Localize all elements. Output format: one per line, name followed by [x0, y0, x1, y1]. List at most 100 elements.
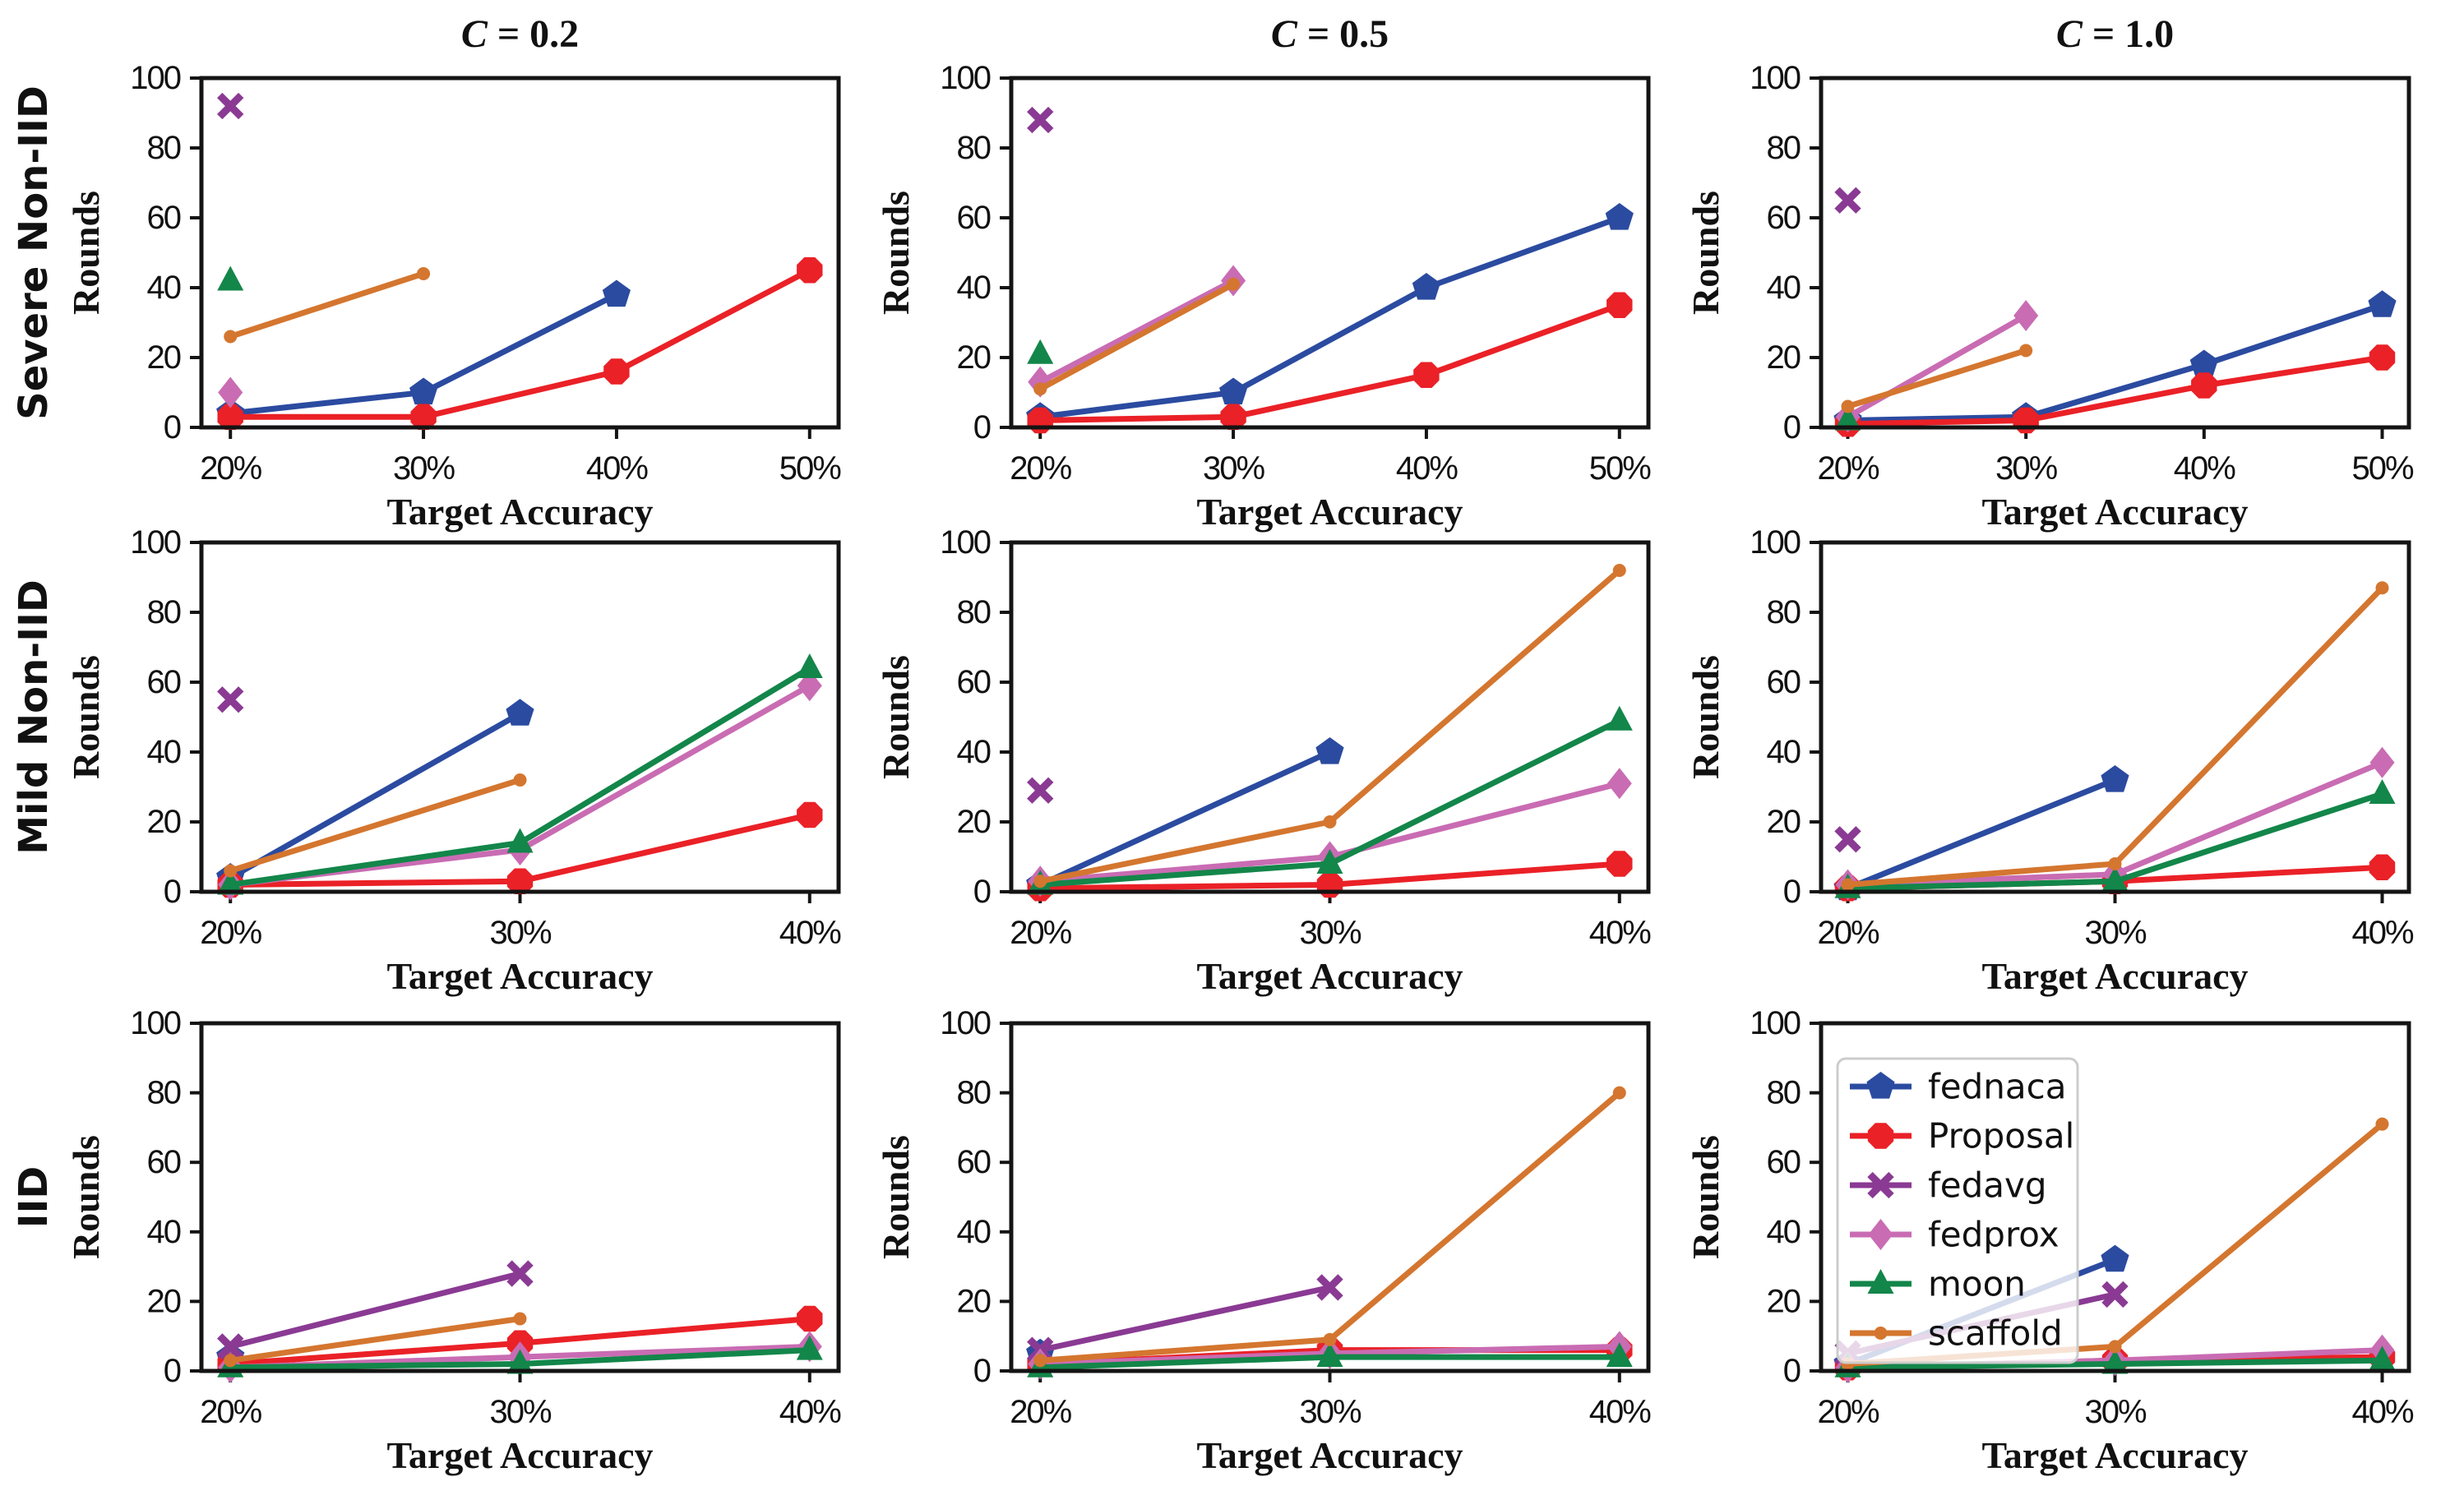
y-tick-label: 20 — [957, 339, 991, 376]
x-tick-label: 20% — [200, 450, 261, 487]
series-line-fednaca — [1037, 749, 1333, 888]
y-tick-label: 20 — [147, 339, 181, 376]
y-tick-label: 20 — [147, 804, 181, 840]
subplot-iid-c0.5: Rounds 0 20 40 60 80 100 20% 30% 40% Target Accura… — [875, 1005, 1653, 1476]
x-tick-label: 40% — [2351, 915, 2413, 951]
legend-marker-fedavg — [1867, 1171, 1894, 1199]
series-marker-moon — [1316, 849, 1343, 874]
series-marker-moon — [1606, 1342, 1633, 1368]
series-marker-moon — [796, 653, 823, 678]
series-line-fedavg — [1037, 1285, 1333, 1354]
legend-marker-moon — [1867, 1269, 1894, 1294]
y-tick-label: 40 — [957, 270, 991, 306]
y-tick-label: 20 — [1767, 339, 1801, 376]
subplot-iid-c0.2: IID Rounds 0 20 40 60 80 100 20% 30% 40% Target Acc… — [11, 1005, 843, 1476]
x-tick-label: 30% — [1203, 450, 1264, 487]
series-marker-scaffold — [1612, 564, 1626, 577]
series-marker-Proposal — [797, 257, 823, 284]
x-tick-label: 20% — [1010, 1394, 1071, 1430]
y-axis-label: Rounds — [1685, 1135, 1727, 1259]
y-tick-label: 100 — [940, 1005, 990, 1041]
subplot-mild-noniid-c0.5: Rounds 0 20 40 60 80 100 20% 30% 40% Target Accura… — [875, 524, 1653, 997]
series-marker-fednaca — [409, 377, 438, 405]
series-marker-Proposal — [2191, 372, 2217, 399]
x-tick-label: 30% — [1299, 915, 1361, 951]
series-marker-moon — [1027, 339, 1054, 364]
series-layer — [216, 653, 823, 901]
series-marker-scaffold — [224, 330, 238, 344]
series-marker-scaffold — [1033, 1354, 1047, 1368]
series-marker-scaffold — [513, 773, 527, 787]
series-line-fednaca — [227, 710, 523, 881]
series-marker-fednaca — [2101, 1244, 2129, 1272]
series-line-scaffold — [1037, 567, 1623, 884]
x-tick-label: 40% — [1589, 915, 1651, 951]
y-tick-label: 60 — [957, 1144, 991, 1180]
subplot-severe-noniid-c1.0: C = 1.0 Rounds 0 20 40 60 80 100 20% 30% 40% 50% Tar… — [1685, 12, 2415, 533]
series-line-fednaca — [1037, 215, 1623, 420]
y-tick-label: 40 — [147, 734, 181, 770]
axes-spines — [1819, 1021, 2411, 1373]
series-marker-fedprox — [2013, 300, 2039, 331]
series-marker-moon — [2369, 779, 2396, 804]
series-marker-Proposal — [1413, 362, 1440, 388]
series-marker-scaffold — [417, 267, 431, 280]
y-tick-label: 100 — [1750, 524, 1800, 561]
series-marker-Proposal — [603, 358, 630, 385]
axes-spines — [199, 1021, 841, 1373]
y-tick-label: 60 — [1767, 664, 1801, 700]
series-layer — [1833, 581, 2396, 902]
series-line-fednaca — [1845, 777, 2118, 892]
series-marker-fednaca — [1315, 737, 1344, 764]
y-tick-label: 60 — [147, 664, 181, 700]
subplot-mild-noniid-c1.0: Rounds 0 20 40 60 80 100 20% 30% 40% Target Accura… — [1685, 524, 2415, 997]
series-marker-Proposal — [2369, 854, 2396, 880]
y-tick-label: 60 — [957, 200, 991, 236]
series-marker-moon — [217, 265, 244, 291]
legend-marker-fedprox — [1868, 1219, 1893, 1250]
series-layer — [1026, 106, 1634, 434]
series-marker-fedavg — [217, 686, 244, 713]
axes-spines — [199, 76, 841, 430]
y-tick-label: 80 — [1767, 1075, 1801, 1111]
x-tick-label: 40% — [586, 450, 648, 487]
series-marker-moon — [1316, 1342, 1343, 1368]
y-tick-label: 0 — [164, 1353, 181, 1389]
y-tick-label: 20 — [147, 1283, 181, 1319]
series-line-fedavg — [227, 1271, 523, 1350]
y-axis-label: Rounds — [1685, 655, 1727, 779]
y-tick-label: 60 — [957, 664, 991, 700]
series-layer — [1026, 564, 1633, 902]
y-tick-label: 100 — [130, 524, 180, 561]
series-marker-fednaca — [2101, 765, 2129, 792]
x-tick-label: 50% — [1589, 450, 1651, 487]
series-line-scaffold — [1037, 281, 1237, 392]
series-line-fednaca — [1845, 302, 2385, 423]
y-tick-label: 20 — [1767, 804, 1801, 840]
series-marker-scaffold — [2019, 344, 2033, 358]
x-tick-label: 20% — [1817, 450, 1879, 487]
y-tick-label: 80 — [957, 594, 991, 630]
series-marker-scaffold — [2375, 1117, 2389, 1131]
x-tick-label: 40% — [2351, 1394, 2413, 1430]
series-marker-Proposal — [2369, 344, 2396, 371]
legend-entry-Proposal: Proposal — [1850, 1116, 2074, 1156]
legend-label-fedprox: fedprox — [1928, 1215, 2059, 1255]
series-marker-moon — [1606, 705, 1633, 731]
series-marker-fedavg — [506, 1260, 534, 1287]
x-tick-label: 20% — [1817, 1394, 1879, 1430]
y-tick-label: 0 — [164, 874, 181, 910]
y-tick-label: 80 — [147, 130, 181, 166]
legend-entry-scaffold: scaffold — [1850, 1313, 2063, 1354]
axes-spines — [1819, 540, 2411, 894]
y-tick-label: 60 — [1767, 200, 1801, 236]
subplot-title: C = 1.0 — [2056, 12, 2174, 56]
series-line-Proposal — [227, 267, 813, 420]
x-tick-label: 30% — [489, 1394, 551, 1430]
series-marker-scaffold — [2108, 1340, 2122, 1354]
series-marker-moon — [2369, 1345, 2396, 1371]
series-layer — [216, 92, 823, 430]
x-axis-label: Target Accuracy — [1981, 1434, 2248, 1476]
